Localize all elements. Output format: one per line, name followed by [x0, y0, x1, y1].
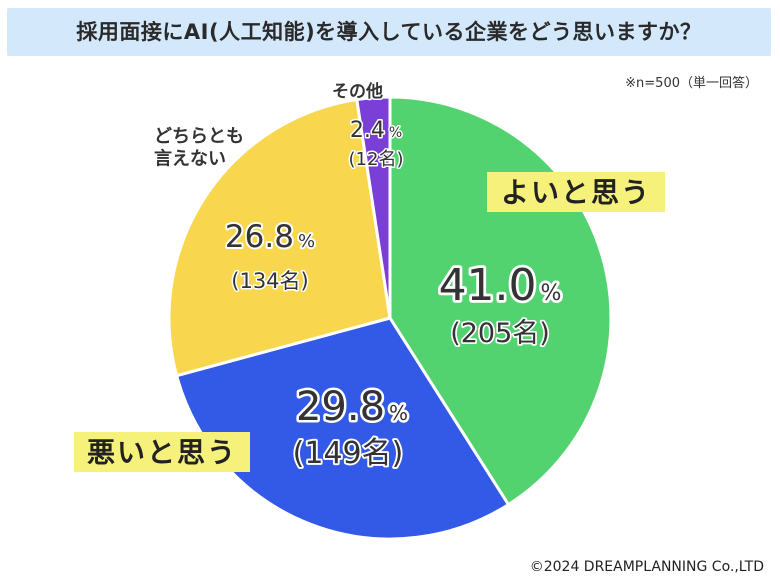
pie-value-label-2: 26.8% — [225, 219, 315, 255]
category-label-highlight-0 — [487, 172, 665, 212]
pie-count-label-2: (134名) — [231, 269, 308, 293]
category-label-1: 悪いと思う — [87, 436, 237, 469]
category-label-0: よいと思う — [501, 176, 651, 209]
pie-count-label-1: (149名) — [293, 436, 404, 471]
pie-count-label-0: (205名) — [450, 318, 550, 349]
pie-value-label-1: 29.8% — [296, 384, 408, 430]
category-label-highlight-1 — [74, 432, 250, 472]
pie-slice-3 — [355, 95, 392, 319]
pie-count-label-3: (12名) — [349, 149, 404, 170]
copyright: ©2024 DREAMPLANNING Co.,LTD — [529, 559, 764, 575]
chart-title: 採用面接にAI(人工知能)を導入している企業をどう思いますか？ — [76, 20, 702, 44]
category-label-2: どちらとも言えない — [154, 126, 244, 170]
pie-slice-1 — [174, 316, 511, 541]
category-label-3: その他 — [332, 81, 383, 102]
title-bar: 採用面接にAI(人工知能)を導入している企業をどう思いますか？ — [7, 8, 771, 56]
pie-value-label-3: 2.4% — [350, 118, 402, 143]
sample-note: ※n=500（単一回答） — [625, 76, 758, 91]
pie-slice-2 — [167, 97, 392, 378]
pie-value-label-0: 41.0% — [439, 260, 562, 311]
